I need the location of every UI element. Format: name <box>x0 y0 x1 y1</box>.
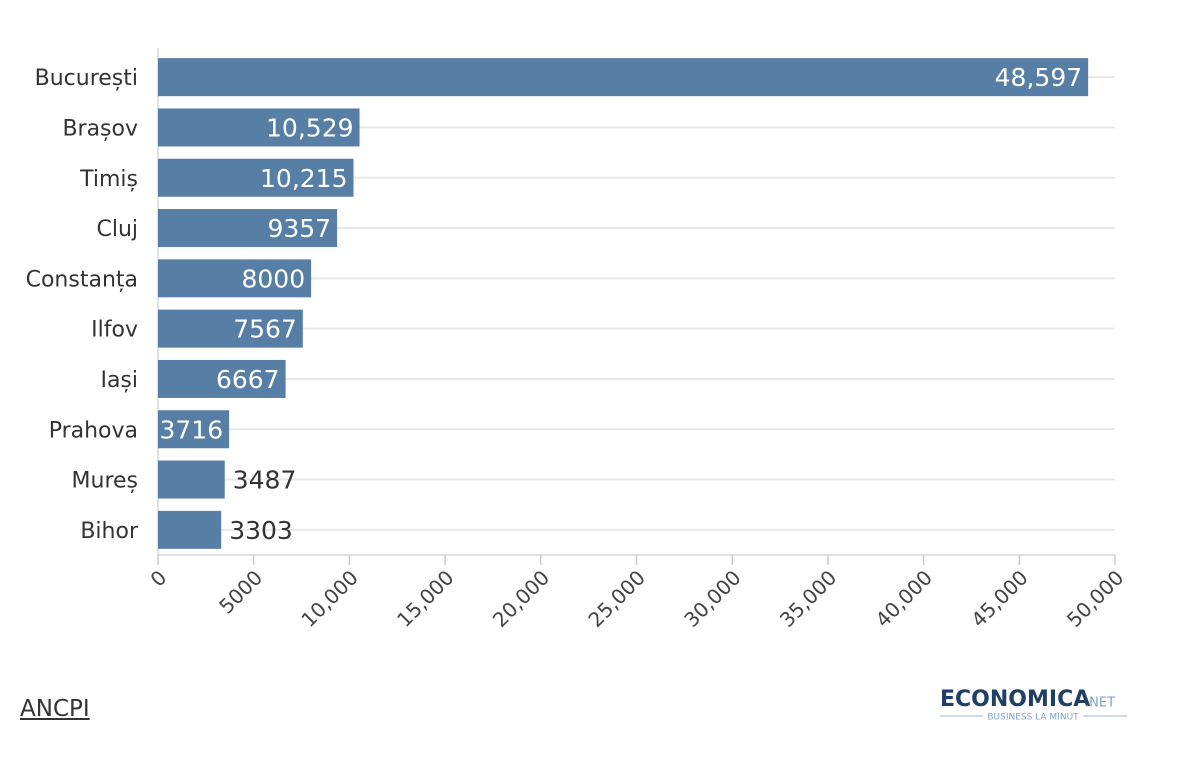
x-tick-label: 35,000 <box>775 565 841 631</box>
logo: ECONOMICA .NET BUSINESS LA MINUT <box>940 687 1127 723</box>
value-label: 9357 <box>267 214 331 243</box>
y-tick-label: București <box>35 66 138 91</box>
bar <box>158 510 222 549</box>
source-link[interactable]: ANCPI <box>20 696 90 722</box>
bar <box>158 259 312 298</box>
x-tick-label: 10,000 <box>296 565 362 631</box>
value-label: 3303 <box>229 516 293 545</box>
bar <box>158 108 360 147</box>
y-tick-label: Constanța <box>26 267 138 292</box>
y-tick-label: Timiș <box>79 167 138 192</box>
logo-suffix: .NET <box>1085 696 1115 711</box>
x-tick-label: 45,000 <box>966 565 1032 631</box>
x-tick-label: 40,000 <box>871 565 937 631</box>
x-tick-label: 15,000 <box>392 565 458 631</box>
bar <box>158 460 225 499</box>
y-tick-label: Ilfov <box>91 318 138 343</box>
x-tick-label: 25,000 <box>583 565 649 631</box>
value-label: 10,215 <box>260 164 347 193</box>
value-label: 48,597 <box>995 63 1082 92</box>
y-tick-label: Iași <box>100 368 138 393</box>
bar <box>158 158 354 197</box>
bar <box>158 58 1089 97</box>
x-tick-label: 50,000 <box>1062 565 1128 631</box>
value-label: 10,529 <box>266 113 353 142</box>
y-tick-label: Brașov <box>62 116 138 141</box>
bar <box>158 309 303 348</box>
value-label: 8000 <box>241 264 305 293</box>
x-tick-label: 30,000 <box>679 565 745 631</box>
value-label: 3487 <box>233 466 297 495</box>
bar <box>158 209 338 248</box>
value-label: 3716 <box>159 415 223 444</box>
value-label: 6667 <box>216 365 280 394</box>
bar <box>158 410 230 449</box>
logo-name: ECONOMICA <box>940 687 1090 712</box>
x-tick-label: 0 <box>145 565 171 591</box>
x-tick-label: 20,000 <box>488 565 554 631</box>
value-label: 7567 <box>233 315 297 344</box>
y-tick-label: Bihor <box>80 519 139 544</box>
y-tick-label: Cluj <box>96 217 138 242</box>
x-tick-label: 5000 <box>214 565 267 618</box>
bar <box>158 359 286 398</box>
y-tick-label: Mureș <box>72 469 138 494</box>
chart: 0 5000 10,000 15,000 20,000 25,000 30,000 35,00… <box>26 48 1128 632</box>
logo-tagline: BUSINESS LA MINUT <box>987 713 1079 723</box>
y-tick-label: Prahova <box>49 418 138 443</box>
